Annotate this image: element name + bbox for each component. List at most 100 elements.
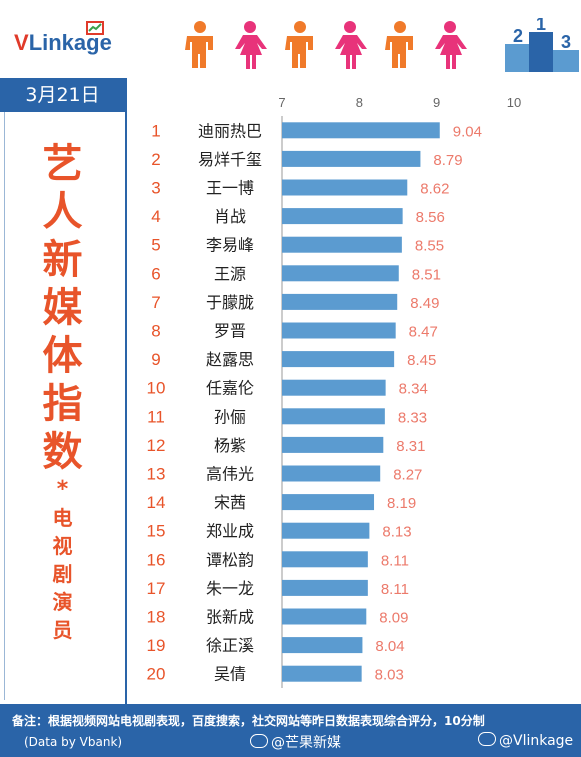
score-bar: [282, 522, 370, 539]
rank-label: 7: [151, 293, 160, 312]
date-banner: [0, 78, 125, 112]
side-title-char: 指: [42, 381, 83, 427]
rank-label: 9: [151, 350, 160, 369]
score-bar: [282, 465, 381, 482]
rank-label: 14: [147, 493, 166, 512]
logo-v: V: [14, 30, 29, 55]
score-value-label: 8.51: [412, 266, 441, 283]
male-person-icon: [385, 21, 413, 68]
footer: 备注：根据视频网站电视剧表现，百度搜索，社交网站等昨日数据表现综合评分，10分制…: [0, 704, 581, 757]
rank-label: 6: [151, 264, 160, 283]
artist-name: 孙俪: [214, 407, 246, 426]
score-value-label: 8.34: [399, 381, 428, 398]
artist-name: 朱一龙: [206, 579, 254, 598]
artist-name: 高伟光: [206, 465, 254, 484]
side-title-sub: 电视剧演员: [0, 504, 125, 644]
side-subtitle-char: 剧: [52, 562, 73, 586]
artist-name: 任嘉伦: [206, 379, 254, 398]
score-bar: [282, 608, 367, 625]
side-title-char: 数: [42, 429, 83, 475]
score-value-label: 8.13: [382, 524, 411, 541]
footer-handle-vlinkage-text: @Vlinkage: [499, 733, 574, 749]
score-value-label: 8.31: [396, 438, 425, 455]
score-bar: [282, 293, 398, 310]
x-tick-label: 7: [278, 95, 285, 110]
svg-text:1: 1: [536, 18, 546, 34]
rank-label: 12: [147, 436, 166, 455]
footer-handle-mango-text: @芒果新媒: [271, 735, 341, 751]
x-tick-label: 8: [356, 95, 363, 110]
rank-label: 20: [147, 665, 166, 684]
score-bar: [282, 351, 395, 368]
side-subtitle-char: 视: [52, 534, 73, 558]
score-value-label: 8.19: [387, 495, 416, 512]
rank-label: 11: [147, 407, 165, 426]
footer-handle-vlinkage: @Vlinkage: [478, 732, 573, 749]
score-value-label: 8.47: [409, 324, 438, 341]
artist-name: 郑业成: [206, 522, 254, 541]
score-value-label: 8.11: [381, 552, 409, 569]
score-bar-chart: 7 8 9 10 1 迪丽热巴 9.04 2 易烊千玺 8.79 3 王一博 8.62 4 肖战 8.56 5 李…: [147, 95, 521, 688]
score-bar: [282, 579, 368, 596]
x-tick-label: 9: [433, 95, 440, 110]
artist-name: 徐正溪: [206, 636, 254, 655]
score-value-label: 8.33: [398, 409, 427, 426]
rank-label: 2: [151, 150, 160, 169]
date-label: 3月21日: [25, 84, 100, 106]
female-person-icon: [235, 21, 267, 69]
artist-name: 张新成: [206, 608, 254, 627]
weibo-icon: [250, 734, 268, 748]
artist-name: 迪丽热巴: [198, 121, 262, 140]
side-subtitle-char: 员: [52, 618, 73, 642]
side-title-char: 人: [42, 189, 83, 235]
score-value-label: 8.55: [415, 238, 444, 255]
score-bar: [282, 322, 396, 339]
x-tick-label: 10: [507, 95, 521, 110]
artist-name: 王源: [214, 264, 246, 283]
side-title-char: 艺: [42, 141, 83, 187]
side-title-star: *: [56, 477, 69, 502]
score-value-label: 8.03: [375, 667, 404, 684]
artist-name: 谭松韵: [206, 550, 254, 569]
score-bar: [282, 408, 385, 425]
weibo-icon: [478, 732, 496, 746]
male-person-icon: [185, 21, 213, 68]
score-bar: [282, 150, 421, 167]
score-bar: [282, 665, 362, 682]
rank-label: 17: [147, 579, 166, 598]
score-value-label: 8.56: [416, 209, 445, 226]
rank-label: 15: [147, 522, 166, 541]
artist-name: 李易峰: [206, 236, 254, 255]
rank-label: 3: [151, 179, 160, 198]
artist-name: 肖战: [214, 207, 246, 226]
side-title-char: 体: [42, 333, 83, 379]
score-value-label: 8.11: [381, 581, 409, 598]
score-bar: [282, 179, 408, 196]
podium-icon: 2 1 3: [505, 18, 579, 72]
score-bar: [282, 637, 363, 654]
score-value-label: 8.04: [375, 638, 404, 655]
rank-label: 4: [151, 207, 160, 226]
rank-label: 16: [147, 550, 166, 569]
people-icons: [185, 21, 467, 69]
rank-label: 19: [147, 636, 166, 655]
score-bar: [282, 551, 368, 568]
artist-name: 罗晋: [214, 322, 246, 341]
rank-label: 1: [151, 121, 160, 140]
rank-label: 10: [147, 379, 166, 398]
footer-note: 备注：根据视频网站电视剧表现，百度搜索，社交网站等昨日数据表现综合评分，10分制: [12, 714, 485, 728]
side-title-main: 艺人新媒体指数: [0, 140, 125, 476]
score-bar: [282, 436, 384, 453]
score-value-label: 9.04: [453, 123, 482, 140]
score-value-label: 8.27: [393, 467, 422, 484]
artist-name: 于朦胧: [206, 293, 254, 312]
artist-name: 吴倩: [214, 665, 246, 684]
rank-label: 13: [147, 465, 166, 484]
logo-chart-icon: [86, 21, 104, 35]
score-value-label: 8.62: [420, 181, 449, 198]
side-title-char: 媒: [42, 285, 83, 331]
side-subtitle-char: 演: [52, 590, 73, 614]
divider-line: [125, 78, 127, 704]
score-bar: [282, 208, 403, 225]
male-person-icon: [285, 21, 313, 68]
